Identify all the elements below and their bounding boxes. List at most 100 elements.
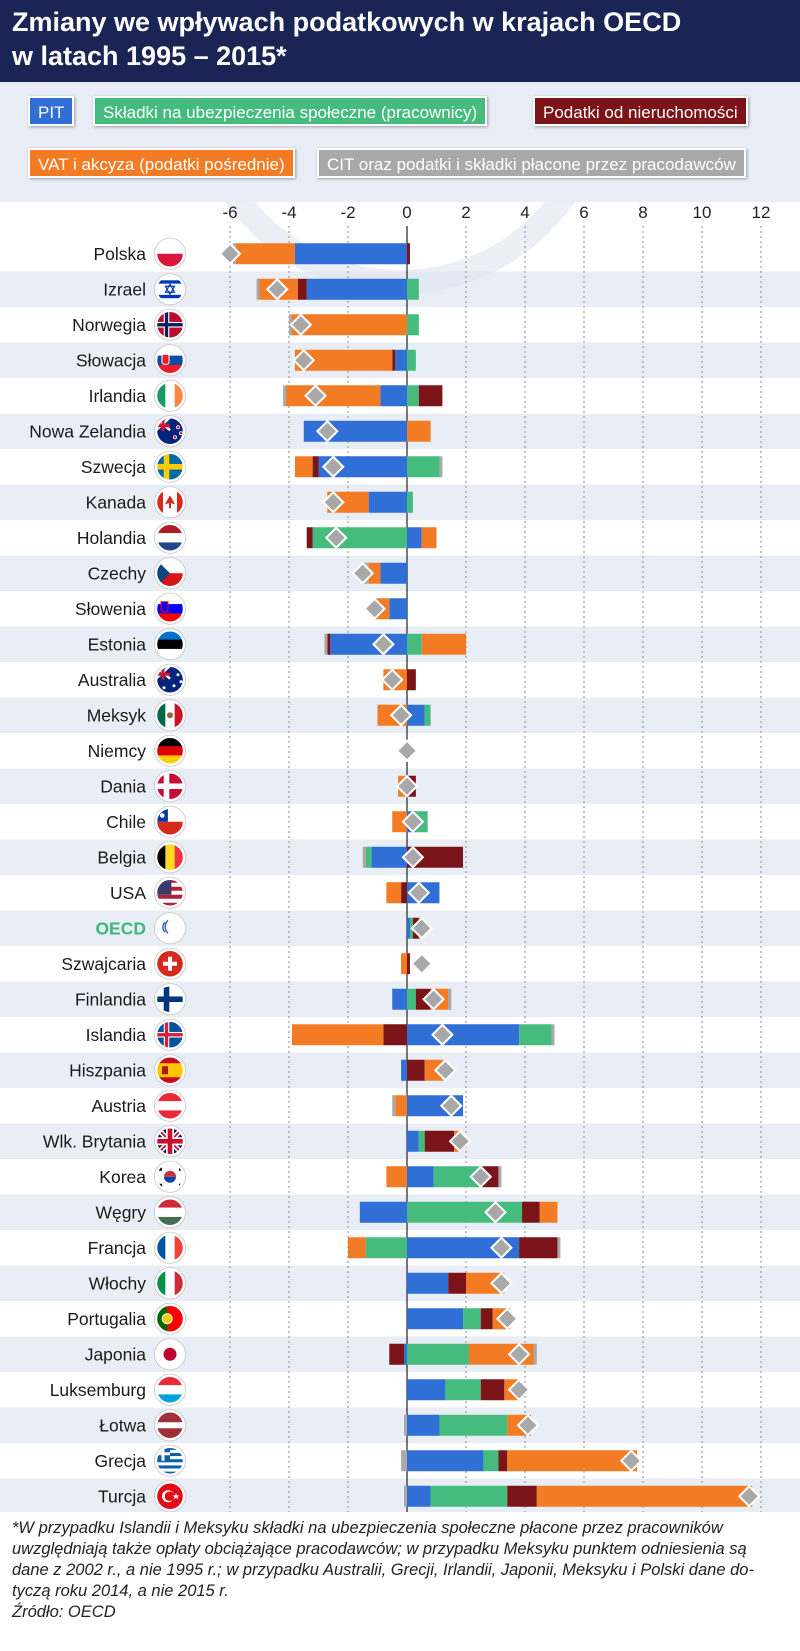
bar-pit	[395, 349, 407, 371]
total-marker	[484, 1200, 507, 1224]
country-label: Polska	[93, 244, 146, 264]
legend-ssc: Składki na ubezpieczenia społeczne (prac…	[93, 96, 488, 126]
total-marker	[507, 1378, 531, 1402]
chart-title-line2: w latach 1995 – 2015*	[12, 41, 287, 71]
total-marker	[401, 845, 425, 869]
footnote-line-3: dane z 2002 r., a nie 1995 r.; w przypad…	[12, 1561, 754, 1579]
footnote-line-2: uwzględniają także opłaty obciążające pr…	[12, 1540, 747, 1558]
country-label: Niemcy	[88, 741, 147, 761]
bar-ssc	[424, 704, 431, 726]
row-islandia: Islandia	[86, 1018, 555, 1051]
bar-pit	[392, 988, 407, 1010]
country-label: Słowacja	[76, 350, 146, 370]
row-stripe	[0, 1265, 800, 1301]
country-label: Norwegia	[72, 315, 146, 335]
bar-pit	[407, 527, 422, 549]
bar-prop	[448, 1272, 466, 1294]
row-usa: USA	[110, 876, 440, 909]
row-finlandia: Finlandia	[75, 983, 452, 1016]
bar-prop	[392, 349, 396, 371]
country-label: Szwajcaria	[61, 954, 146, 974]
row-japonia: Japonia	[85, 1338, 537, 1371]
flag-ie-icon	[156, 381, 184, 410]
x-tick-label: -6	[222, 203, 237, 222]
bar-pit	[359, 1201, 407, 1223]
bar-vat	[407, 420, 431, 442]
total-marker	[439, 1094, 463, 1118]
country-label: Wlk. Brytania	[43, 1131, 146, 1151]
row-oecd: OECD	[95, 912, 434, 945]
flag-it-icon	[156, 1269, 184, 1298]
bar-ssc	[407, 1343, 469, 1365]
bar-pit	[407, 1237, 520, 1259]
row-portugalia: Portugalia	[67, 1302, 519, 1335]
bar-prop	[407, 846, 464, 868]
flag-at-icon	[156, 1091, 184, 1120]
country-label: Portugalia	[67, 1309, 146, 1329]
flag-nl-icon	[156, 523, 184, 552]
bar-pit	[407, 1485, 431, 1507]
total-marker	[422, 987, 445, 1011]
country-label: OECD	[95, 918, 146, 938]
x-tick-label: 12	[752, 203, 771, 222]
bar-prop	[418, 385, 443, 407]
bar-cit	[551, 1024, 555, 1046]
country-label: Japonia	[85, 1344, 147, 1364]
bar-vat	[348, 1237, 366, 1259]
total-marker	[351, 561, 375, 585]
bar-pit	[407, 1450, 484, 1472]
row-szwajcaria: Szwajcaria	[61, 947, 434, 980]
row-wlk-brytania: Wlk. Brytania	[43, 1125, 472, 1158]
country-label: Dania	[100, 776, 146, 796]
bar-prop	[522, 1201, 540, 1223]
bar-pit	[407, 1024, 520, 1046]
bar-pit	[318, 456, 407, 478]
total-marker	[395, 774, 419, 798]
legend-pit: PIT	[28, 96, 75, 126]
total-marker	[410, 916, 434, 940]
bar-prop	[519, 1237, 558, 1259]
bar-ssc	[407, 314, 419, 336]
bar-cit	[324, 633, 328, 655]
country-label: Słowenia	[75, 599, 146, 619]
bar-pit	[294, 243, 407, 265]
flag-mx-icon	[156, 701, 184, 730]
total-marker	[315, 419, 339, 443]
total-marker	[218, 242, 242, 266]
x-tick-label: 6	[579, 203, 588, 222]
bar-ssc	[483, 1450, 499, 1472]
row-grecja: Grecja	[94, 1444, 643, 1477]
bar-ssc	[445, 1379, 481, 1401]
legend-cit: CIT oraz podatki i składki płacone przez…	[317, 148, 746, 178]
country-label: Hiszpania	[69, 1060, 146, 1080]
total-marker	[289, 313, 313, 337]
bar-ssc	[407, 456, 440, 478]
flag-hu-icon	[156, 1198, 184, 1227]
bar-ssc	[430, 1485, 508, 1507]
bar-cit	[557, 1237, 561, 1259]
bar-prop	[297, 278, 307, 300]
bar-vat	[539, 1201, 558, 1223]
country-label: Kanada	[86, 492, 147, 512]
bar-pit	[404, 1343, 407, 1365]
bar-vat	[386, 882, 402, 904]
chart-area: -6 -4 -2 0 2 4 6 8 10 12 Polska Izrael Norwegia Słowa…	[0, 202, 800, 1512]
bar-pit	[407, 1414, 440, 1436]
bar-cit	[448, 988, 452, 1010]
bar-pit	[306, 278, 407, 300]
bar-ssc	[407, 349, 416, 371]
row-stripe	[0, 1123, 800, 1159]
bar-vat	[401, 953, 407, 975]
row-szwecja: Szwecja	[81, 450, 443, 483]
source-note: Źródło: OECD	[12, 1603, 116, 1621]
title-banner: Zmiany we wpływach podatkowych w krajach…	[0, 0, 800, 82]
bar-ssc	[365, 1237, 407, 1259]
flag-gr-icon	[156, 1446, 184, 1475]
background-decoration	[225, 202, 575, 294]
flag-cl-icon	[156, 807, 184, 836]
bar-ssc	[365, 846, 372, 868]
total-marker	[401, 810, 425, 834]
bar-prop	[480, 1308, 493, 1330]
row-australia: Australia	[78, 663, 416, 696]
bar-pit	[380, 385, 407, 407]
